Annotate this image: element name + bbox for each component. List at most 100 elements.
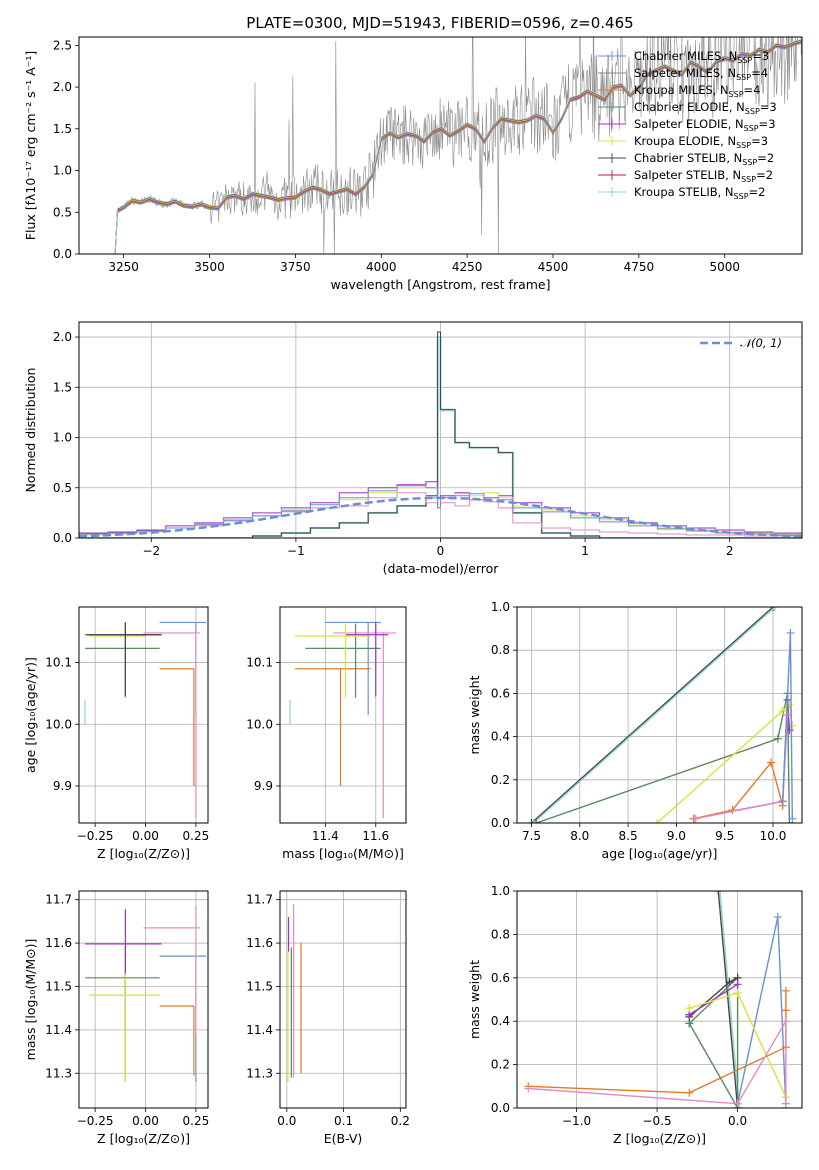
legend-entry-count: =2 [749, 185, 766, 199]
weight-marker [778, 706, 787, 715]
x-tick-label: 0.1 [334, 1114, 353, 1128]
legend-entry-name: Chabrier ELODIE, N [634, 100, 745, 114]
x-tick-label: 0.00 [132, 1114, 159, 1128]
error-bar-point [159, 668, 195, 786]
x-axis-label: E(B-V) [324, 1131, 363, 1146]
plot-area [289, 621, 396, 819]
weight-line [717, 891, 739, 1108]
weight-line [695, 714, 789, 820]
legend-entry-count: =3 [759, 117, 776, 131]
legend-entry-name: Salpeter ELODIE, N [634, 117, 744, 131]
axes-box [516, 890, 803, 1109]
legend-entry-count: =3 [751, 134, 768, 148]
x-axis-label: (data-model)/error [383, 561, 500, 576]
histogram-step [79, 485, 802, 538]
weight-marker [773, 734, 782, 743]
weight-marker [733, 988, 742, 997]
error-bar-point [85, 947, 160, 1082]
weight-marker [728, 806, 737, 815]
legend-entry: Chabrier MILES, NSSP=3 [634, 49, 769, 65]
gaussian-curve [79, 496, 802, 538]
plot-area [84, 621, 206, 819]
legend-entry-sub: SSP [729, 90, 744, 99]
x-tick-label: 0.00 [132, 829, 159, 843]
weight-marker [783, 711, 792, 719]
x-tick-label: −0.5 [643, 1114, 672, 1128]
x-tick-label: 3500 [194, 260, 225, 274]
legend-entry: Kroupa ELODIE, NSSP=3 [634, 134, 768, 150]
x-axis-label: age [log₁₀(age/yr)] [602, 846, 718, 861]
legend-entry: Salpeter MILES, NSSP=4 [634, 66, 768, 82]
axes-frame: −0.25 0.00 0.25 11.3 11.4 11.5 11.6 11.7 Z [log₁… [23, 890, 210, 1146]
spectrum-panel: 3250 3500 3750 4000 4250 4500 4750 5000 0.0 0.5 1.… [23, 36, 803, 292]
weight-marker [781, 1006, 790, 1015]
y-tick-label: 1.5 [53, 122, 72, 136]
y-tick-label: 0.2 [491, 773, 510, 787]
weight-marker [653, 819, 662, 823]
model-spectrum-line [114, 38, 802, 254]
x-tick-label: 2 [726, 544, 734, 558]
error-bar-point [143, 906, 200, 1037]
legend-entry-count: =2 [756, 168, 773, 182]
y-axis-label: Flux [fλ10⁻¹⁷ erg cm⁻² s⁻¹ A⁻¹] [23, 51, 38, 240]
legend-entry-sub: SSP [741, 175, 756, 184]
weight-line [531, 607, 774, 823]
x-tick-label: 4000 [366, 260, 397, 274]
weight-marker [715, 891, 724, 895]
legend-entry-count: =2 [757, 151, 774, 165]
y-tick-label: 10.1 [246, 656, 273, 670]
x-tick-label: 3750 [280, 260, 311, 274]
y-tick-label: 0.0 [53, 531, 72, 545]
error-bar-point [295, 623, 371, 698]
error-bar-point [159, 1005, 195, 1076]
y-tick-label: 0.5 [53, 205, 72, 219]
x-axis-label: mass [log₁₀(M/M⊙)] [282, 846, 404, 861]
figure-title: PLATE=0300, MJD=51943, FIBERID=0596, z=0… [246, 14, 633, 32]
x-tick-label: 8.0 [570, 829, 589, 843]
legend-entry-name: Kroupa MILES, N [634, 83, 729, 97]
y-tick-label: 0.0 [491, 1101, 510, 1115]
x-tick-label: 4250 [452, 260, 483, 274]
x-tick-label: 3250 [108, 260, 139, 274]
y-tick-label: 1.0 [53, 164, 72, 178]
weight-line [736, 916, 787, 1108]
weight-marker [532, 819, 541, 823]
weight-marker [767, 758, 776, 767]
axes-frame: 3250 3500 3750 4000 4250 4500 4750 5000 0.0 0.5 1.… [23, 36, 803, 292]
axes-frame: −0.25 0.00 0.25 9.9 10.0 10.1 Z [log₁₀(Z/Z⊙)] a… [23, 606, 209, 861]
legend-entry: Salpeter STELIB, NSSP=2 [634, 168, 773, 184]
weight-marker [685, 1004, 694, 1013]
weight-marker [685, 1088, 694, 1097]
weight-marker [785, 819, 794, 823]
y-tick-label: 9.9 [254, 779, 273, 793]
y-tick-label: 1.5 [53, 380, 72, 394]
legend-entry-sub: SSP [734, 192, 749, 201]
legend-entry-sub: SSP [744, 124, 759, 133]
plot-area [85, 906, 206, 1082]
y-tick-label: 11.4 [246, 1023, 273, 1037]
weight-marker [714, 891, 723, 895]
x-axis-label: Z [log₁₀(Z/Z⊙)] [97, 1131, 190, 1146]
weight-marker [527, 819, 536, 823]
y-tick-label: 0.0 [53, 247, 72, 261]
legend-entry: Chabrier ELODIE, NSSP=3 [634, 100, 777, 116]
y-tick-label: 0.6 [491, 686, 510, 700]
axes-box [279, 890, 407, 1109]
axes-frame: −2 −1 0 1 2 0.0 0.5 1.0 1.5 2.0 (data-model)/error… [23, 321, 803, 576]
legend-entry-name: Kroupa STELIB, N [634, 185, 734, 199]
weight-marker [769, 607, 778, 611]
x-tick-label: 0.25 [183, 1114, 210, 1128]
mass-vs-metallicity-panel: −0.25 0.00 0.25 11.3 11.4 11.5 11.6 11.7 Z [log₁… [23, 890, 210, 1146]
legend-entry-sub: SSP [742, 158, 757, 167]
y-tick-label: 11.4 [45, 1023, 72, 1037]
age-vs-mass-panel: 11.4 11.6 9.9 10.0 10.1 mass [log₁₀(M/M⊙)] [246, 606, 407, 861]
axes-frame: 0.0 0.1 0.2 11.3 11.4 11.5 11.6 11.7 E(B-V) [246, 890, 410, 1146]
weight-marker [733, 1099, 742, 1108]
legend-entry-sub: SSP [745, 107, 760, 116]
weight-marker [781, 986, 790, 995]
axes-frame: 7.5 8.0 8.5 9.0 9.5 10.0 0.0 0.2 0.4 0.6 0.8 1.0 age… [467, 600, 803, 861]
weight-line [532, 607, 776, 823]
mass-vs-ebv-panel: 0.0 0.1 0.2 11.3 11.4 11.5 11.6 11.7 E(B-V) [246, 890, 410, 1146]
y-axis-label: Normed distribution [23, 368, 38, 493]
